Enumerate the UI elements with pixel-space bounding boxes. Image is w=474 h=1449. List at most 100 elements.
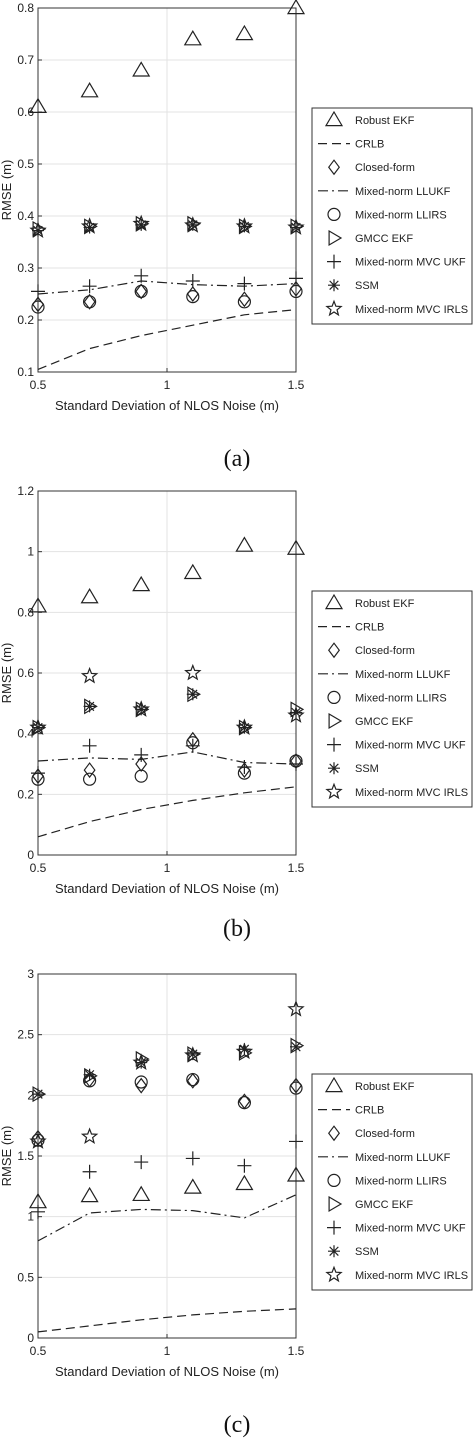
point-mixed-norm-mvc-ukf xyxy=(134,747,149,762)
x-tick-label: 0.5 xyxy=(30,1344,47,1358)
point-mixed-norm-mvc-irls xyxy=(235,217,254,234)
legend-label: Mixed-norm LLUKF xyxy=(355,1152,451,1164)
point-mixed-norm-mvc-irls xyxy=(184,663,202,681)
point-closed-form xyxy=(83,293,96,310)
point-mixed-norm-mvc-ukf xyxy=(31,1204,45,1219)
point-mixed-norm-mvc-ukf xyxy=(185,1151,200,1166)
legend-label: GMCC EKF xyxy=(355,716,413,728)
point-mixed-norm-mvc-ukf xyxy=(289,1134,303,1149)
legend-marker-robust-ekf xyxy=(324,1076,344,1093)
point-ssm xyxy=(135,703,148,716)
point-mixed-norm-mvc-ukf xyxy=(237,760,252,775)
x-tick-label: 0.5 xyxy=(30,378,47,392)
point-robust-ekf xyxy=(132,61,151,77)
legend-marker-mixed-norm-mvc-ukf xyxy=(327,254,341,269)
point-mixed-norm-llirs xyxy=(134,769,148,783)
point-ssm xyxy=(238,220,251,233)
legend-marker-gmcc-ekf xyxy=(328,1195,343,1213)
point-robust-ekf xyxy=(235,536,254,552)
point-mixed-norm-mvc-irls xyxy=(132,700,150,717)
point-mixed-norm-mvc-ukf xyxy=(82,738,97,753)
point-robust-ekf xyxy=(286,0,306,15)
point-mixed-norm-llirs xyxy=(82,295,97,309)
point-robust-ekf xyxy=(132,575,151,592)
legend-label: Mixed-norm MVC UKF xyxy=(355,1223,466,1235)
caption-b: (b) xyxy=(223,916,251,942)
y-tick-label: 0.2 xyxy=(17,787,34,801)
legend: Robust EKF CRLB Closed-form Mixed-norm LLUK… xyxy=(311,1073,473,1291)
y-tick-label: 0.4 xyxy=(17,727,34,741)
point-mixed-norm-mvc-irls xyxy=(287,1000,305,1017)
y-tick-label: 0 xyxy=(27,1331,34,1345)
y-tick-label: 0.6 xyxy=(17,666,34,680)
series-line-mixed-norm-llukf xyxy=(37,280,297,295)
legend-marker-closed-form xyxy=(328,159,340,176)
point-mixed-norm-llirs xyxy=(289,1081,303,1095)
y-tick-label: 1 xyxy=(27,1210,34,1224)
legend-label: SSM xyxy=(355,1246,379,1258)
point-mixed-norm-mvc-irls xyxy=(29,1132,47,1149)
legend-label: Mixed-norm LLUKF xyxy=(355,669,451,681)
point-closed-form xyxy=(135,1077,148,1094)
x-tick-label: 1.5 xyxy=(288,378,305,392)
y-tick-label: 0.7 xyxy=(17,53,34,67)
legend-marker-mixed-norm-mvc-ukf xyxy=(327,1220,341,1235)
point-mixed-norm-mvc-ukf xyxy=(31,284,45,299)
series-line-mixed-norm-llukf xyxy=(37,751,297,765)
legend-marker-mixed-norm-mvc-irls xyxy=(325,782,343,800)
point-robust-ekf xyxy=(286,1166,306,1182)
legend-label: Robust EKF xyxy=(355,598,415,610)
point-mixed-norm-llirs xyxy=(134,284,148,298)
x-tick-label: 1 xyxy=(164,378,171,392)
y-axis-label: RMSE (m) xyxy=(0,1126,14,1187)
point-ssm xyxy=(135,1056,148,1069)
point-closed-form xyxy=(238,291,251,308)
legend-marker-mixed-norm-mvc-irls xyxy=(325,299,343,317)
point-ssm xyxy=(32,721,44,734)
point-robust-ekf xyxy=(80,1186,99,1203)
point-ssm xyxy=(238,1043,251,1056)
x-tick-label: 1.5 xyxy=(288,1344,305,1358)
legend: Robust EKF CRLB Closed-form Mixed-norm LLUK… xyxy=(311,107,473,325)
legend-label: Closed-form xyxy=(355,645,415,657)
point-robust-ekf xyxy=(235,24,254,41)
legend-marker-mixed-norm-mvc-ukf xyxy=(327,737,341,752)
y-tick-label: 0 xyxy=(27,848,34,862)
point-mixed-norm-mvc-irls xyxy=(80,666,99,684)
legend-marker-gmcc-ekf xyxy=(328,229,343,247)
point-gmcc-ekf xyxy=(84,1067,98,1084)
legend-label: GMCC EKF xyxy=(355,233,413,245)
y-tick-label: 1 xyxy=(27,545,34,559)
legend-marker-robust-ekf xyxy=(324,110,344,127)
legend: Robust EKF CRLB Closed-form Mixed-norm LLUK… xyxy=(311,590,473,808)
point-ssm xyxy=(83,221,96,234)
legend-label: Mixed-norm MVC IRLS xyxy=(355,1270,468,1282)
point-mixed-norm-mvc-ukf xyxy=(289,757,303,771)
legend-marker-ssm xyxy=(328,279,340,292)
point-mixed-norm-mvc-irls xyxy=(184,1046,202,1063)
legend-label: Mixed-norm LLIRS xyxy=(355,692,447,704)
point-mixed-norm-mvc-ukf xyxy=(31,766,45,781)
point-ssm xyxy=(83,700,96,713)
legend-label: SSM xyxy=(355,763,379,775)
legend-marker-robust-ekf xyxy=(324,593,344,610)
legend-label: Mixed-norm LLIRS xyxy=(355,1175,447,1187)
point-closed-form xyxy=(186,286,199,302)
caption-a: (a) xyxy=(223,446,251,472)
legend-marker-mixed-norm-mvc-irls xyxy=(325,1265,343,1283)
point-mixed-norm-llirs xyxy=(237,1096,251,1110)
point-mixed-norm-mvc-ukf xyxy=(82,279,97,294)
legend-marker-closed-form xyxy=(328,1125,340,1142)
point-robust-ekf xyxy=(286,539,306,555)
point-robust-ekf xyxy=(235,1174,254,1191)
point-ssm xyxy=(135,218,148,231)
chart-a: 0.5 1 1.5 0.1 0.2 0.3 0.4 0.5 0.6 0.7 0.8 Standard … xyxy=(0,0,473,413)
y-tick-label: 0.8 xyxy=(17,1,34,15)
caption-c: (c) xyxy=(223,1412,251,1438)
subplot-c: 0.5 1 1.5 0 0.5 1 1.5 2 2.5 3 Standard Deviation o… xyxy=(0,966,474,1449)
point-ssm xyxy=(32,224,44,237)
y-tick-label: 0.4 xyxy=(17,209,34,223)
x-axis-label: Standard Deviation of NLOS Noise (m) xyxy=(55,1364,279,1379)
point-ssm xyxy=(32,1088,44,1101)
